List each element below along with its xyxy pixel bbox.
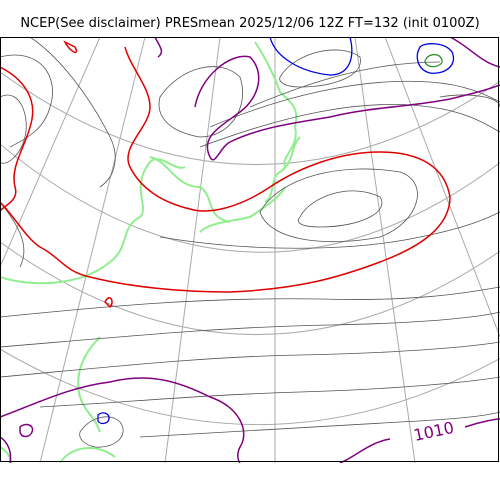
isobar bbox=[104, 297, 113, 309]
isobar bbox=[0, 94, 27, 164]
isobar bbox=[249, 61, 441, 108]
coastline bbox=[149, 156, 231, 223]
isobar bbox=[439, 94, 500, 108]
isobar bbox=[269, 37, 353, 76]
isobar bbox=[79, 416, 124, 448]
coastline bbox=[254, 41, 298, 168]
isobar bbox=[259, 168, 418, 243]
isobar bbox=[158, 66, 243, 138]
isobar bbox=[297, 190, 383, 228]
low-center-core bbox=[424, 54, 443, 68]
latitude-line bbox=[0, 143, 500, 253]
isobar bbox=[416, 43, 455, 74]
latitude-line bbox=[0, 241, 500, 335]
coastline bbox=[0, 158, 186, 285]
isobar bbox=[464, 418, 500, 428]
isobar bbox=[154, 37, 163, 58]
isobar bbox=[159, 211, 500, 249]
coastline bbox=[59, 447, 116, 463]
longitude-line bbox=[0, 37, 101, 268]
isobar bbox=[209, 80, 500, 128]
isobar bbox=[63, 40, 77, 54]
isobar bbox=[0, 311, 500, 348]
isobar bbox=[0, 341, 500, 378]
isobar bbox=[424, 54, 443, 68]
coastline bbox=[199, 186, 286, 233]
longitude-line bbox=[354, 37, 416, 463]
isobar bbox=[0, 201, 25, 268]
coastlines bbox=[0, 41, 301, 463]
isobar bbox=[194, 55, 500, 161]
map-canvas: 1010 bbox=[0, 37, 500, 463]
isobar bbox=[19, 423, 34, 438]
isobar bbox=[449, 37, 500, 68]
coastline bbox=[264, 136, 301, 203]
isobar bbox=[279, 49, 361, 88]
isobar bbox=[39, 376, 500, 408]
isobar bbox=[339, 438, 391, 463]
isobar bbox=[0, 46, 451, 293]
isobar bbox=[0, 436, 12, 463]
isobar bbox=[97, 412, 110, 425]
longitude-line bbox=[384, 37, 500, 338]
isobars-purple bbox=[0, 37, 500, 463]
map-title: NCEP(See disclaimer) PRESmean 2025/12/06… bbox=[20, 16, 480, 31]
isobar bbox=[139, 411, 500, 438]
isobar bbox=[0, 377, 245, 463]
isobars-blue bbox=[97, 37, 455, 425]
weather-map: 1010 bbox=[0, 37, 500, 463]
isobars-red bbox=[0, 40, 451, 309]
isobar-value-label: 1010 bbox=[412, 418, 456, 445]
latitude-line bbox=[0, 348, 500, 426]
longitude-line bbox=[164, 37, 221, 463]
graticule bbox=[0, 37, 500, 463]
coastline bbox=[77, 336, 101, 433]
isobars bbox=[0, 37, 500, 448]
latitude-line bbox=[0, 71, 500, 165]
isobar bbox=[29, 37, 116, 188]
longitude-line bbox=[39, 37, 146, 463]
isobar bbox=[0, 54, 53, 148]
isobar bbox=[0, 286, 500, 318]
isobar bbox=[0, 66, 34, 213]
isobar bbox=[199, 104, 500, 148]
